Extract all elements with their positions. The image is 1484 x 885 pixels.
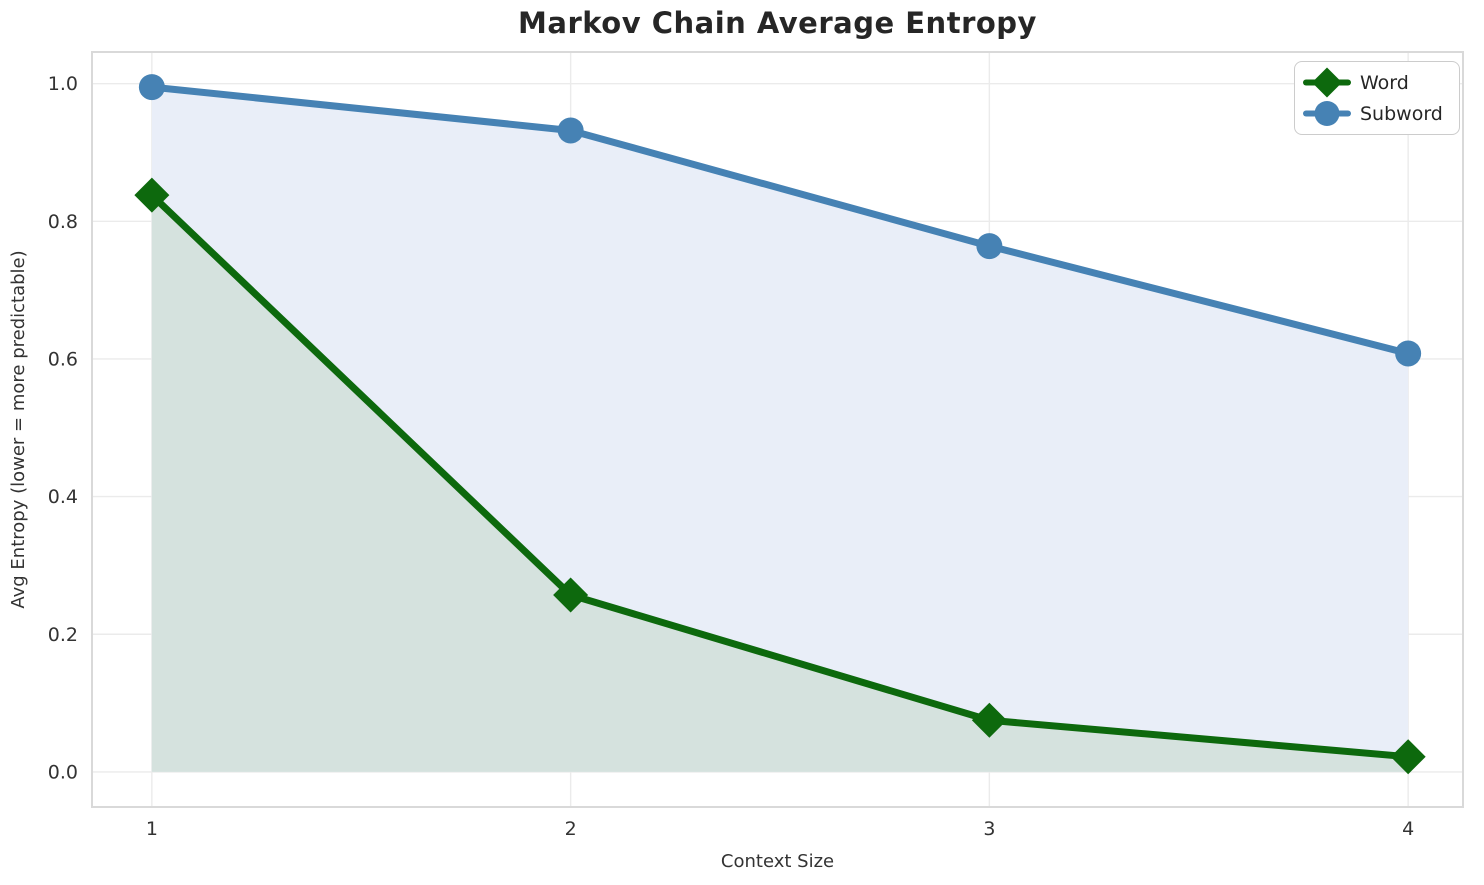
subword-marker	[1395, 340, 1422, 367]
word-marker	[134, 177, 170, 213]
word-marker	[553, 577, 589, 613]
legend-label: Subword	[1360, 102, 1443, 125]
word-marker	[1390, 739, 1426, 775]
legend[interactable]: Word Subword	[1294, 61, 1460, 135]
x-tick-label: 1	[146, 818, 158, 840]
axis-spine	[91, 51, 1464, 808]
y-tick-label: 1.0	[48, 73, 78, 95]
subword-marker	[557, 117, 584, 144]
y-tick-label: 0.0	[48, 761, 78, 783]
word-marker	[971, 702, 1007, 738]
subword-marker-icon	[1303, 101, 1351, 126]
x-tick-label: 4	[1402, 818, 1414, 840]
word-area	[151, 195, 1409, 772]
y-tick-label: 0.6	[48, 348, 78, 370]
legend-item-word[interactable]: Word	[1303, 67, 1443, 98]
x-tick-label: 3	[983, 818, 995, 840]
word-line	[148, 191, 1412, 761]
x-axis-label: Context Size	[721, 851, 834, 872]
subword-line	[148, 83, 1412, 357]
legend-label: Word	[1360, 71, 1409, 94]
subword-marker	[976, 233, 1003, 260]
subword-marker	[138, 74, 165, 101]
y-tick-label: 0.2	[48, 624, 78, 646]
word-marker-icon	[1303, 67, 1351, 98]
legend-item-subword[interactable]: Subword	[1303, 98, 1443, 129]
y-axis-label: Avg Entropy (lower = more predictable)	[8, 250, 29, 608]
y-tick-label: 0.8	[48, 211, 78, 233]
x-tick-label: 2	[565, 818, 577, 840]
chart-title: Markov Chain Average Entropy	[518, 6, 1037, 40]
y-tick-label: 0.4	[48, 486, 78, 508]
